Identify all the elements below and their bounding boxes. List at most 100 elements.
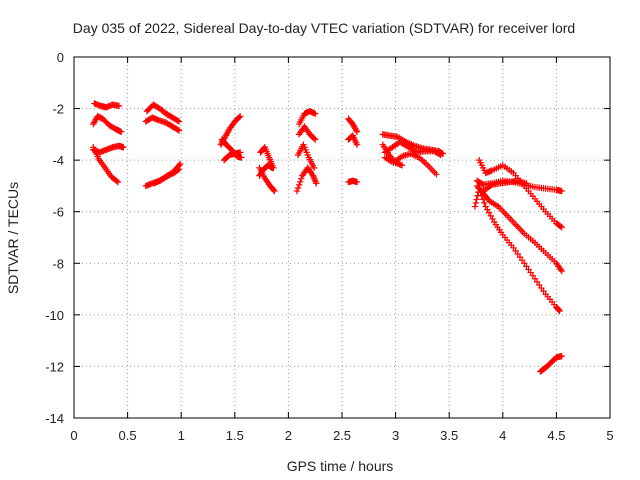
data-point-plus — [236, 113, 244, 120]
data-point-plus — [312, 136, 319, 143]
data-point-plus — [236, 149, 244, 156]
data-point-plus — [294, 184, 302, 192]
data-point-plus — [293, 187, 301, 195]
data-point-plus — [433, 171, 440, 178]
data-point-plus — [479, 196, 487, 203]
y-axis-label: SDTVAR / TECUs — [5, 182, 21, 294]
x-tick-label: 1.5 — [226, 428, 244, 443]
series-arc-e2 — [294, 141, 318, 172]
x-tick-label: 2.5 — [333, 428, 351, 443]
series-arc-h6 — [537, 352, 565, 375]
data-point-plus — [175, 118, 183, 125]
x-axis-label: GPS time / hours — [287, 458, 394, 474]
series-arc-h2 — [476, 156, 565, 231]
data-point-plus — [523, 180, 530, 187]
series-arc-d3 — [256, 164, 278, 195]
data-point-plus — [476, 185, 483, 192]
data-point-plus — [296, 178, 304, 186]
data-point-plus — [176, 160, 184, 168]
data-point-plus — [235, 114, 243, 121]
data-point-plus — [353, 128, 361, 135]
series-arc-f2 — [345, 132, 361, 148]
y-tick-label: -12 — [45, 359, 64, 374]
data-layer — [90, 100, 565, 375]
x-tick-label: 0.5 — [119, 428, 137, 443]
x-tick-label: 2 — [285, 428, 292, 443]
chart-title: Day 035 of 2022, Sidereal Day-to-day VTE… — [73, 20, 575, 36]
series-arc-f3 — [345, 177, 361, 186]
series-arc-h4 — [471, 185, 563, 315]
data-point-plus — [113, 177, 120, 185]
x-tick-label: 4.5 — [547, 428, 565, 443]
series-arc-b2 — [142, 114, 183, 134]
data-point-plus — [310, 135, 318, 142]
data-point-plus — [117, 128, 125, 135]
data-point-plus — [114, 178, 122, 186]
data-point-plus — [557, 223, 564, 230]
series-arc-a4 — [90, 144, 122, 186]
series-arc-g4 — [379, 141, 406, 169]
data-point-plus — [310, 164, 318, 172]
data-point-plus — [115, 102, 123, 110]
tick-layer: 0 0.5 1 1.5 2 2.5 3 3.5 4 4.5 5 0 -2 -4 -6 -8 -10 -12 -14 — [45, 50, 613, 443]
x-tick-label: 1 — [178, 428, 185, 443]
data-point-plus — [398, 162, 406, 169]
data-point-plus — [271, 187, 278, 195]
x-tick-label: 0 — [70, 428, 77, 443]
data-point-plus — [270, 186, 277, 194]
data-point-plus — [353, 178, 361, 186]
data-point-plus — [270, 164, 277, 172]
data-point-plus — [298, 175, 305, 182]
series-arc-e4 — [295, 107, 319, 128]
data-point-plus — [481, 199, 488, 207]
series-arc-a2 — [90, 113, 125, 135]
data-point-plus — [558, 352, 565, 360]
series-arc-a1 — [91, 100, 123, 111]
data-point-plus — [174, 126, 181, 133]
series-arc-b4 — [151, 160, 184, 187]
series-arc-h3 — [473, 182, 565, 275]
data-point-plus — [558, 223, 565, 231]
x-tick-label: 3.5 — [440, 428, 458, 443]
data-point-plus — [436, 151, 443, 158]
y-tick-label: 0 — [57, 50, 64, 65]
data-point-plus — [353, 141, 361, 148]
y-tick-label: -4 — [52, 153, 64, 168]
data-point-plus — [120, 144, 127, 151]
data-point-plus — [312, 110, 319, 117]
x-tick-label: 5 — [606, 428, 613, 443]
series-arc-f1 — [345, 115, 361, 135]
data-point-plus — [295, 181, 303, 189]
series-arc-c3 — [220, 149, 244, 164]
x-tick-label: 4 — [499, 428, 506, 443]
series-arc-e3 — [295, 123, 319, 143]
series-arc-h5 — [480, 177, 530, 195]
data-point-plus — [558, 267, 565, 275]
data-point-plus — [473, 196, 480, 203]
y-tick-label: -14 — [45, 411, 64, 426]
data-point-plus — [478, 192, 485, 199]
x-tick-label: 3 — [392, 428, 399, 443]
y-tick-label: -10 — [45, 308, 64, 323]
series-arc-b1 — [143, 101, 183, 125]
data-point-plus — [477, 188, 484, 196]
y-tick-label: -6 — [52, 205, 64, 220]
data-point-plus — [437, 151, 444, 159]
data-point-plus — [558, 187, 565, 195]
data-point-plus — [471, 203, 479, 210]
data-point-plus — [313, 180, 320, 187]
data-point-plus — [556, 307, 563, 315]
y-tick-label: -8 — [52, 256, 64, 271]
series-arc-g2 — [381, 138, 444, 159]
y-tick-label: -2 — [52, 102, 64, 117]
series-arc-e1 — [293, 164, 320, 195]
data-point-plus — [555, 307, 563, 314]
data-point-plus — [472, 199, 479, 207]
data-point-plus — [175, 162, 183, 169]
data-point-plus — [238, 154, 245, 161]
series-arc-d2 — [257, 144, 277, 172]
data-point-plus — [175, 127, 183, 134]
grid-layer — [74, 57, 610, 418]
data-point-plus — [174, 117, 181, 124]
